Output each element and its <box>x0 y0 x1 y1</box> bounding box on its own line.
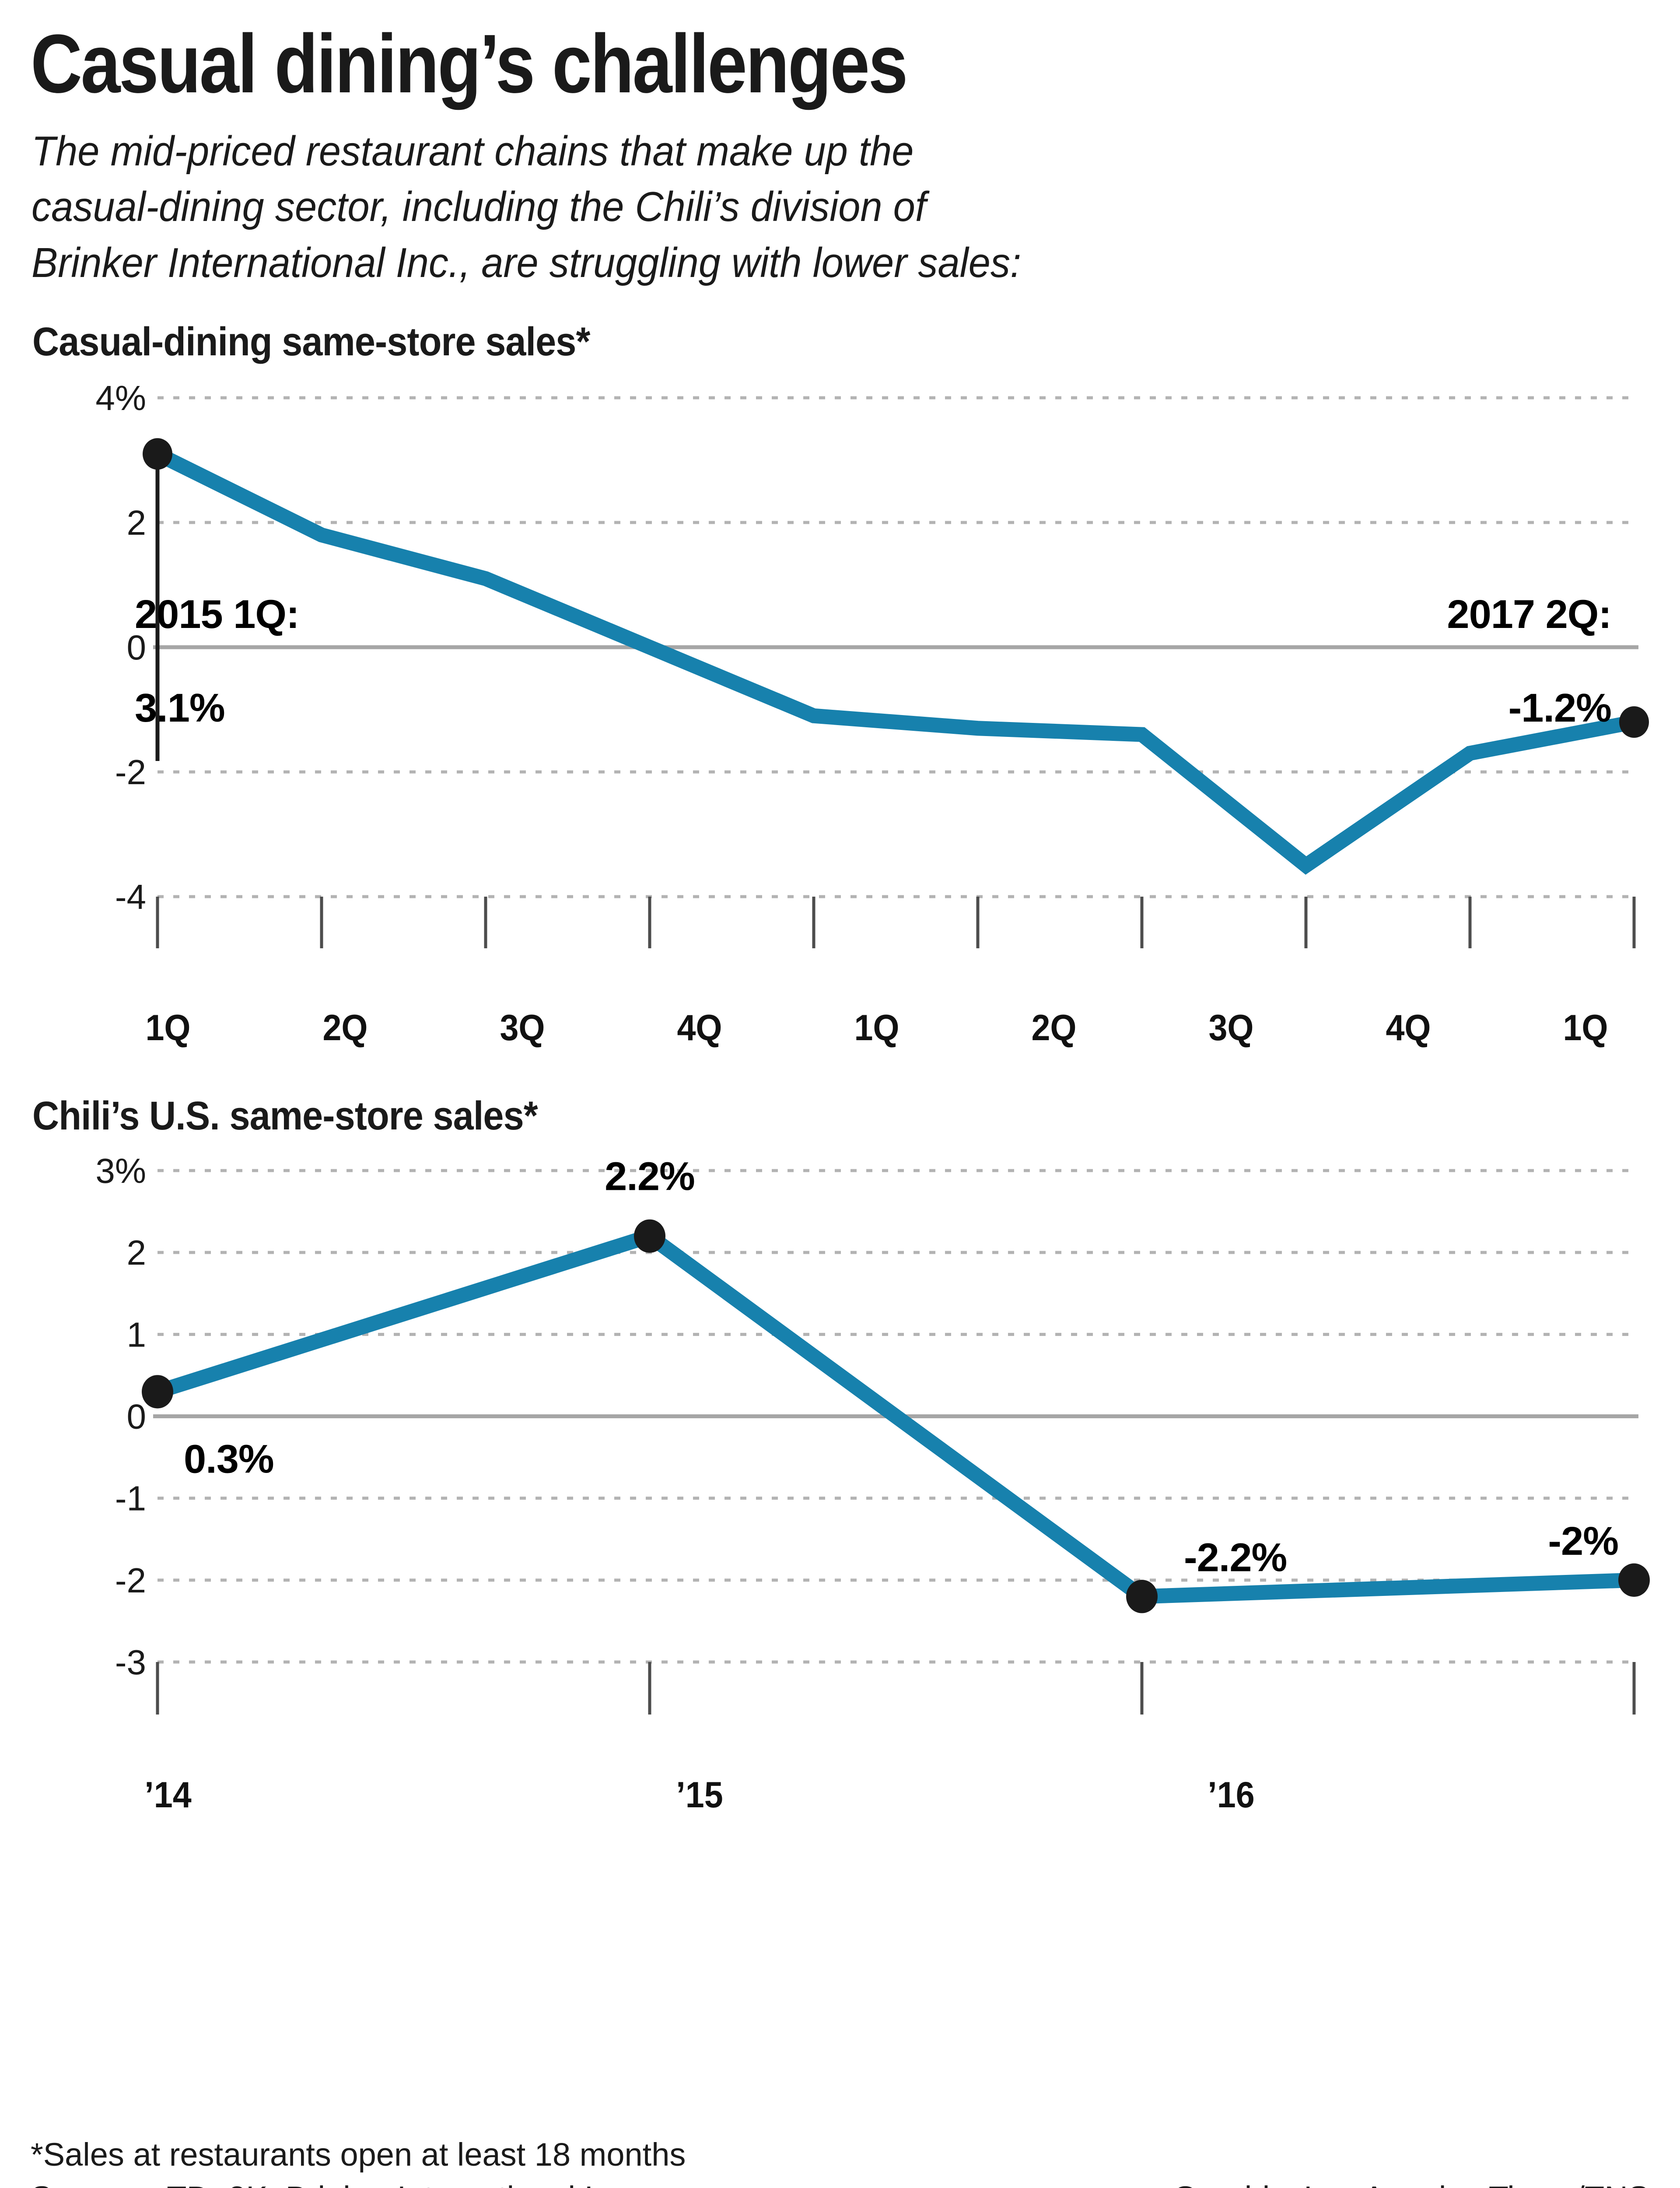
callout-line-1: 2015 1Q: <box>135 592 299 637</box>
chart-1-container: 4%20-2-41Q2Q3Q4Q1Q2Q3Q4Q1Q2Q201520162017… <box>26 365 1654 1065</box>
x-axis-tick-label: 3Q <box>1208 1007 1253 1048</box>
y-axis-tick-label: 2 <box>127 503 147 542</box>
y-axis-tick-label: 3% <box>95 1151 146 1190</box>
chart-2-svg: 3%210-1-2-3’14’15’16’170.3%2.2%-2.2%-2% <box>95 1151 1650 1809</box>
data-point-label: -2.2% <box>1184 1535 1287 1580</box>
x-axis-tick-label: 2Q <box>322 1007 368 1048</box>
y-axis-tick-label: -4 <box>115 877 146 916</box>
data-line <box>154 447 1636 875</box>
x-axis-tick-label: 1Q <box>854 1007 899 1048</box>
y-axis-tick-label: 0 <box>127 628 147 667</box>
x-axis-tick-label: ’16 <box>1208 1774 1254 1809</box>
callout-line-1: 2017 2Q: <box>1447 592 1611 637</box>
footer: *Sales at restaurants open at least 18 m… <box>31 2133 1649 2188</box>
y-axis-tick-label: 1 <box>127 1315 147 1354</box>
y-axis-tick-label: -2 <box>115 753 146 792</box>
data-line <box>155 1227 1634 1604</box>
data-point-label: 0.3% <box>184 1437 274 1481</box>
x-axis-tick-label: 2Q <box>1031 1007 1076 1048</box>
x-axis-tick-label: 3Q <box>500 1007 545 1048</box>
footnote-sources: Sources: TDn2K, Brinker International In… <box>31 2176 686 2188</box>
data-point-marker <box>1619 706 1649 738</box>
x-axis-tick-label: ’15 <box>676 1774 723 1809</box>
y-axis-tick-label: 2 <box>127 1233 147 1272</box>
chart-1-title: Casual-dining same-store sales* <box>32 319 590 364</box>
data-point-marker <box>634 1219 665 1253</box>
page-title: Casual dining’s challenges <box>31 18 908 110</box>
y-axis-tick-label: -1 <box>115 1479 146 1518</box>
data-point-label: -2% <box>1548 1519 1618 1564</box>
x-axis-tick-label: 1Q <box>145 1007 190 1048</box>
data-point-label: 2.2% <box>605 1154 695 1199</box>
subtitle-line-1: The mid-priced restaurant chains that ma… <box>32 127 914 175</box>
y-axis-tick-label: -3 <box>115 1643 146 1682</box>
footer-left: *Sales at restaurants open at least 18 m… <box>31 2133 686 2188</box>
infographic-page: Casual dining’s challenges The mid-price… <box>0 18 1680 2188</box>
chart-1-svg: 4%20-2-41Q2Q3Q4Q1Q2Q3Q4Q1Q2Q201520162017… <box>95 379 1649 1048</box>
x-axis-tick-label: 4Q <box>677 1007 722 1048</box>
callout-line-2: 3.1% <box>135 686 225 730</box>
x-axis-tick-label: 1Q <box>1563 1007 1608 1048</box>
footer-credit: Graphic: Los Angeles Times/TNS <box>1172 2176 1649 2188</box>
subtitle-line-2: casual-dining sector, including the Chil… <box>32 183 926 231</box>
footnote-asterisk: *Sales at restaurants open at least 18 m… <box>31 2136 686 2173</box>
x-axis-tick-label: 4Q <box>1386 1007 1431 1048</box>
page-subtitle: The mid-priced restaurant chains that ma… <box>32 123 1265 291</box>
chart-2-container: 3%210-1-2-3’14’15’16’170.3%2.2%-2.2%-2% <box>26 1139 1654 1809</box>
data-point-marker <box>142 1375 173 1409</box>
data-point-marker <box>1618 1563 1650 1597</box>
y-axis-tick-label: 4% <box>95 379 146 417</box>
x-axis-tick-label: ’14 <box>144 1774 192 1809</box>
subtitle-line-3: Brinker International Inc., are struggli… <box>32 239 1022 287</box>
chart-2-title: Chili’s U.S. same-store sales* <box>32 1093 538 1138</box>
y-axis-tick-label: -2 <box>115 1561 146 1600</box>
data-point-marker <box>143 438 172 470</box>
callout-line-2: -1.2% <box>1508 686 1611 730</box>
data-point-marker <box>1126 1579 1158 1613</box>
y-axis-tick-label: 0 <box>127 1397 147 1436</box>
